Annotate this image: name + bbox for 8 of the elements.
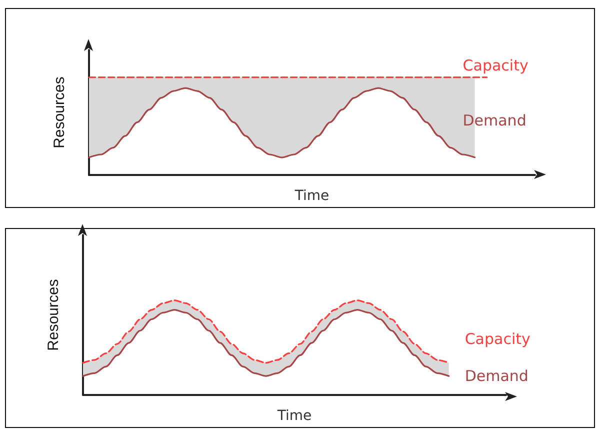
series-label: Demand bbox=[462, 110, 526, 129]
y-axis-title: Resources bbox=[44, 278, 62, 350]
x-axis-title: Time bbox=[276, 408, 312, 424]
series-label: Capacity bbox=[464, 329, 530, 348]
y-axis-title: Resources bbox=[50, 76, 68, 148]
x-axis-title: Time bbox=[293, 188, 329, 204]
series-label: Capacity bbox=[462, 56, 528, 74]
series-label: Demand bbox=[464, 366, 528, 385]
